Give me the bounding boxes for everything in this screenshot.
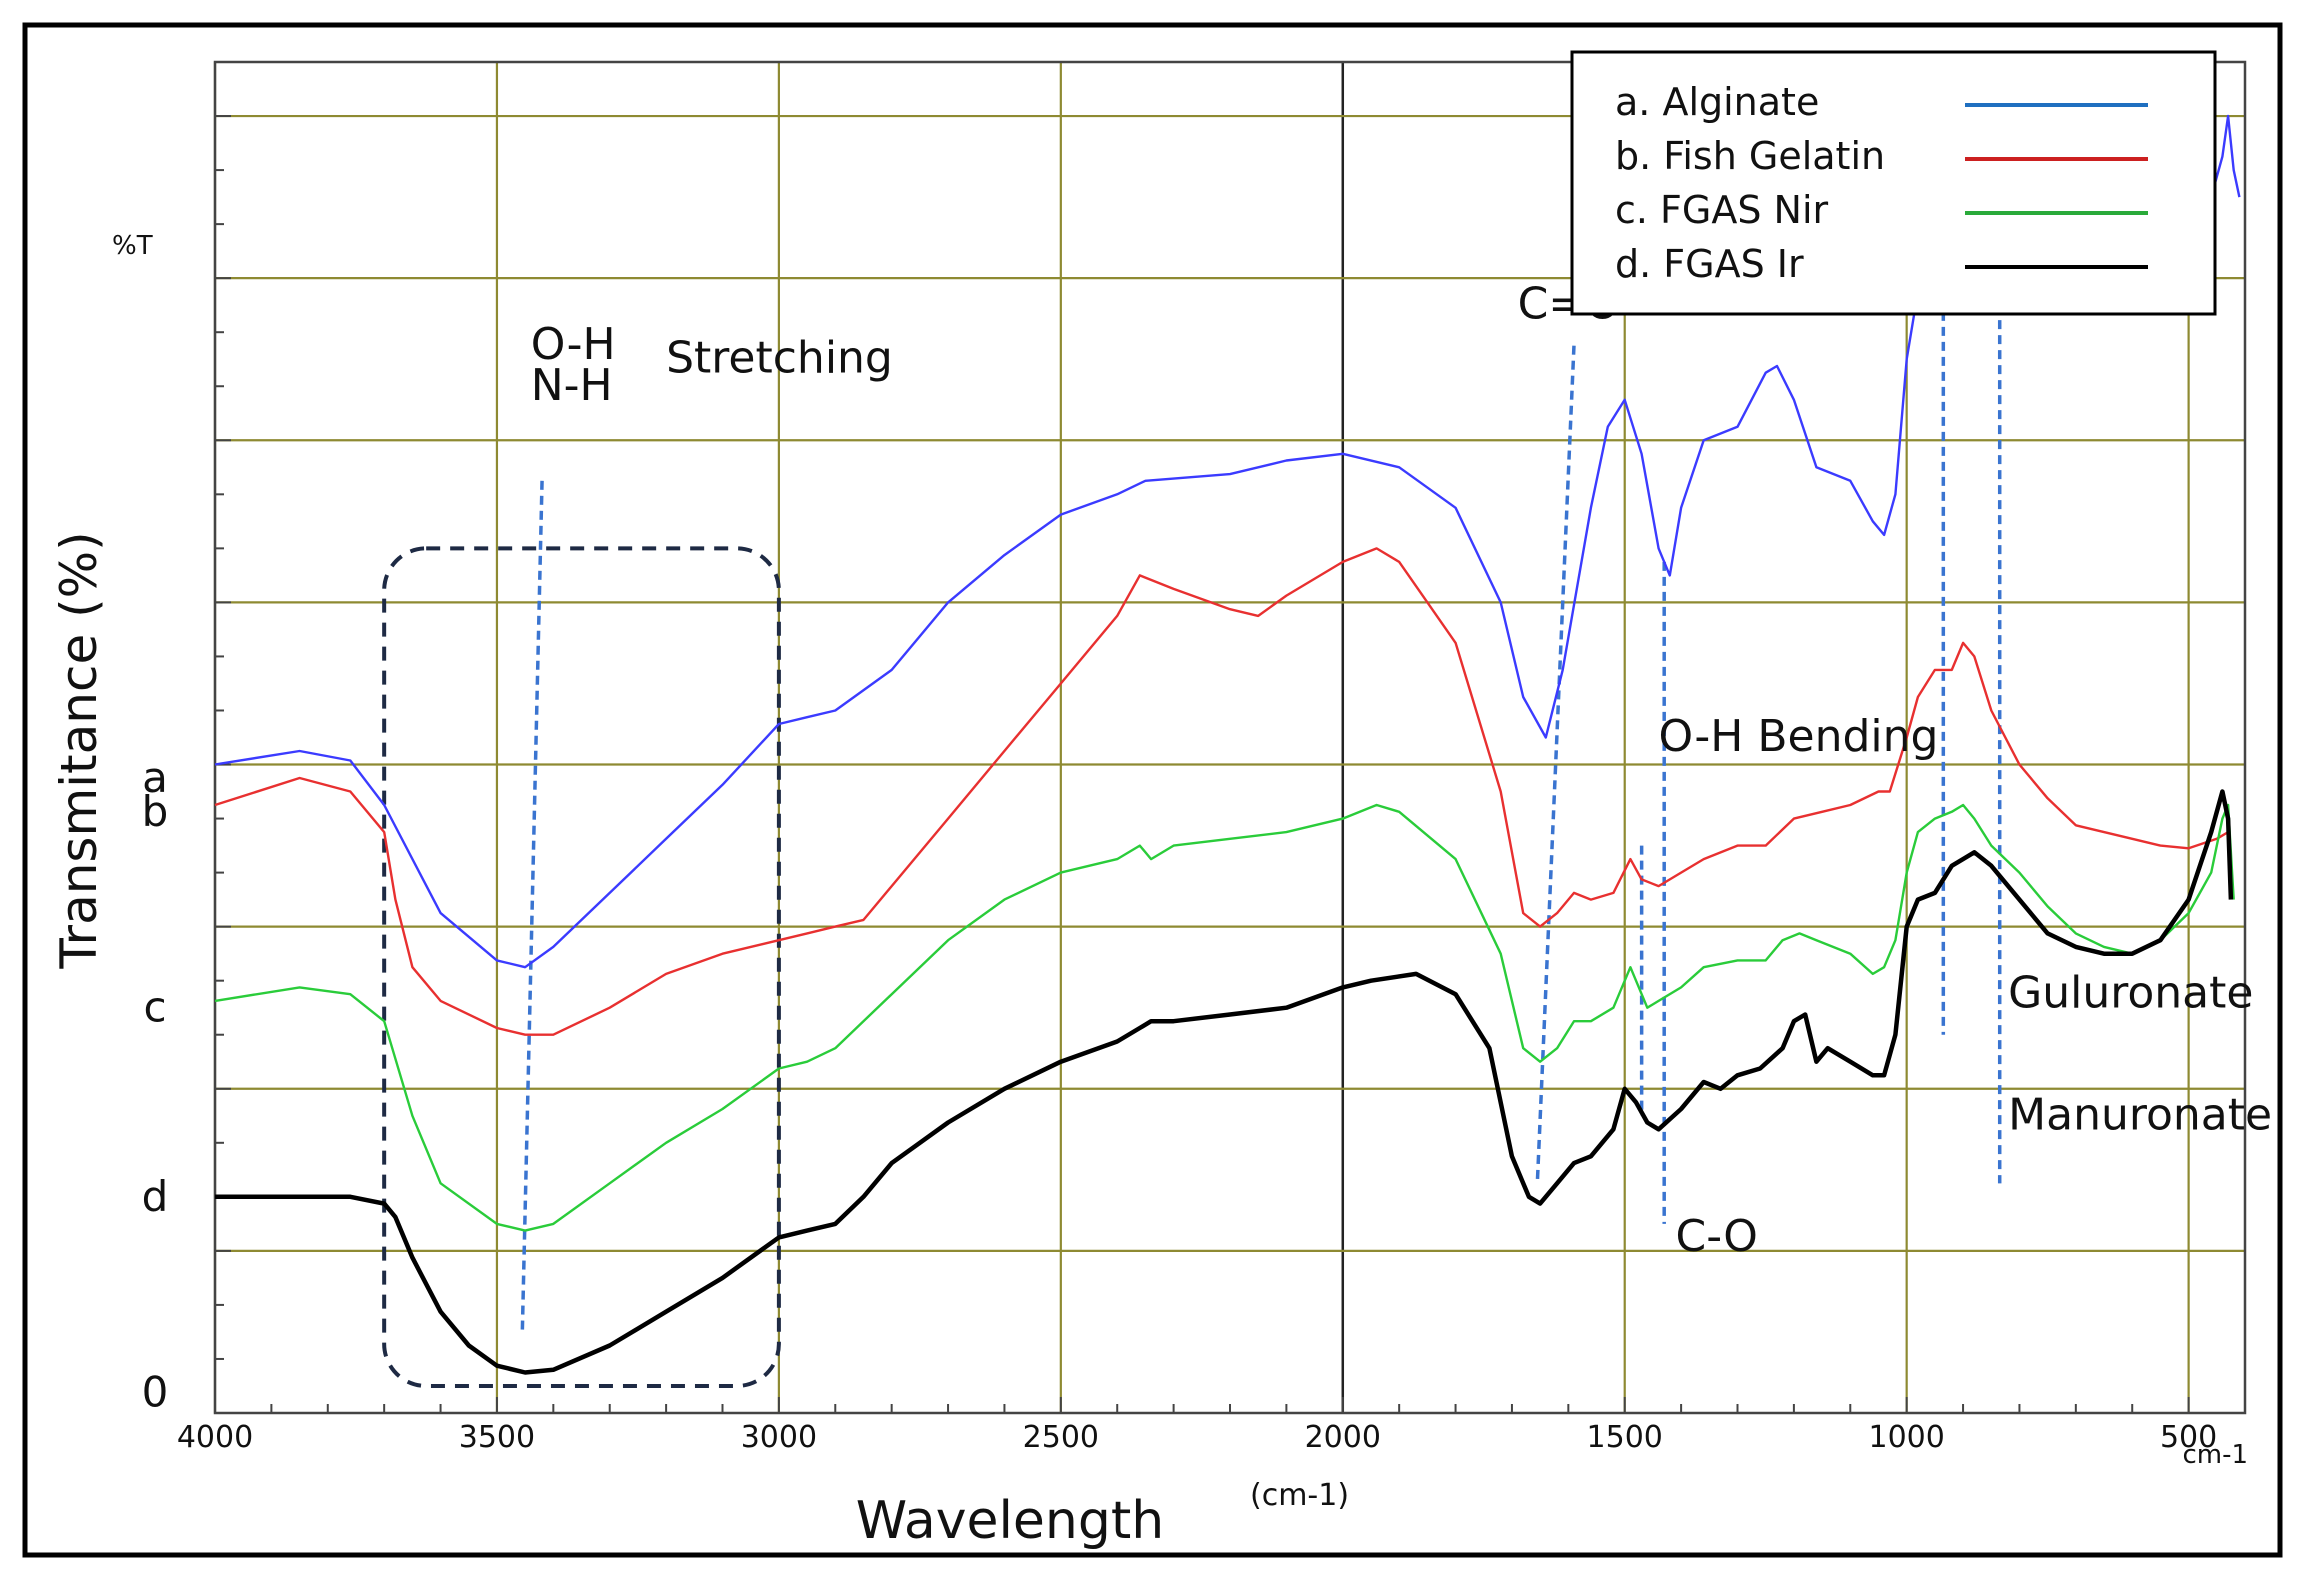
marker-lines bbox=[520, 305, 2002, 1332]
x-tick-label: 2500 bbox=[1023, 1420, 1099, 1455]
series-line-2 bbox=[214, 547, 2229, 1036]
highlight-box-layer bbox=[382, 546, 781, 1388]
x-axis-title: Wavelength bbox=[856, 1491, 1164, 1551]
x-axis-unit: (cm-1) bbox=[1250, 1478, 1349, 1513]
x-tick-label: 1000 bbox=[1868, 1420, 1944, 1455]
y-letter-labels: ab c d 0 bbox=[142, 753, 169, 1417]
series-line-4 bbox=[215, 789, 2234, 1375]
x-unit-corner: cm-1 bbox=[2182, 1440, 2248, 1470]
stretching-region-box bbox=[382, 546, 781, 1388]
annotation-label: O-H Bending bbox=[1659, 711, 1939, 762]
peak-marker-line bbox=[520, 480, 544, 1332]
x-tick-label: 3000 bbox=[741, 1420, 817, 1455]
annotation-label: Manuronate bbox=[2008, 1089, 2272, 1140]
y-letter-label: b bbox=[142, 787, 169, 836]
x-tick-label: 500 bbox=[2160, 1420, 2217, 1455]
x-tick-label: 4000 bbox=[177, 1420, 253, 1455]
annotation-label: Guluronate bbox=[2008, 968, 2253, 1019]
annotation-label: N-H bbox=[531, 360, 613, 411]
plot-area-frame bbox=[213, 60, 2247, 1415]
y-letter-label: a bbox=[142, 753, 168, 802]
x-tick-label: 3500 bbox=[459, 1420, 535, 1455]
series-line-3 bbox=[214, 803, 2235, 1232]
legend-label: c. FGAS Nir bbox=[1615, 188, 1829, 232]
annotation-label: C-O bbox=[1675, 1211, 1757, 1262]
peak-marker-line bbox=[1535, 345, 1576, 1184]
legend-box bbox=[1570, 50, 2217, 316]
x-tick-labels: 4000 3500 3000 2500 2000 1500 1000 500 bbox=[177, 1420, 2217, 1455]
legend-label: a. Alginate bbox=[1615, 80, 1819, 124]
y-letter-label: d bbox=[142, 1172, 169, 1221]
legend-label: b. Fish Gelatin bbox=[1615, 134, 1885, 178]
x-tick-label: 1500 bbox=[1587, 1420, 1663, 1455]
x-tick-label: 2000 bbox=[1305, 1420, 1381, 1455]
grid bbox=[213, 61, 2246, 1414]
legend-label: d. FGAS Ir bbox=[1615, 242, 1804, 286]
y-letter-label: 0 bbox=[142, 1368, 169, 1417]
annotation-label: Stretching bbox=[666, 333, 893, 384]
y-letter-label: c bbox=[143, 983, 166, 1032]
y-axis-title: Transmitance (%) bbox=[50, 531, 108, 969]
legend: a. Alginate b. Fish Gelatin c. FGAS Nir d. … bbox=[1570, 50, 2217, 316]
y-unit-corner: %T bbox=[112, 231, 153, 261]
outer-frame bbox=[22, 22, 2283, 1558]
annotation-label: O-H bbox=[531, 319, 616, 370]
